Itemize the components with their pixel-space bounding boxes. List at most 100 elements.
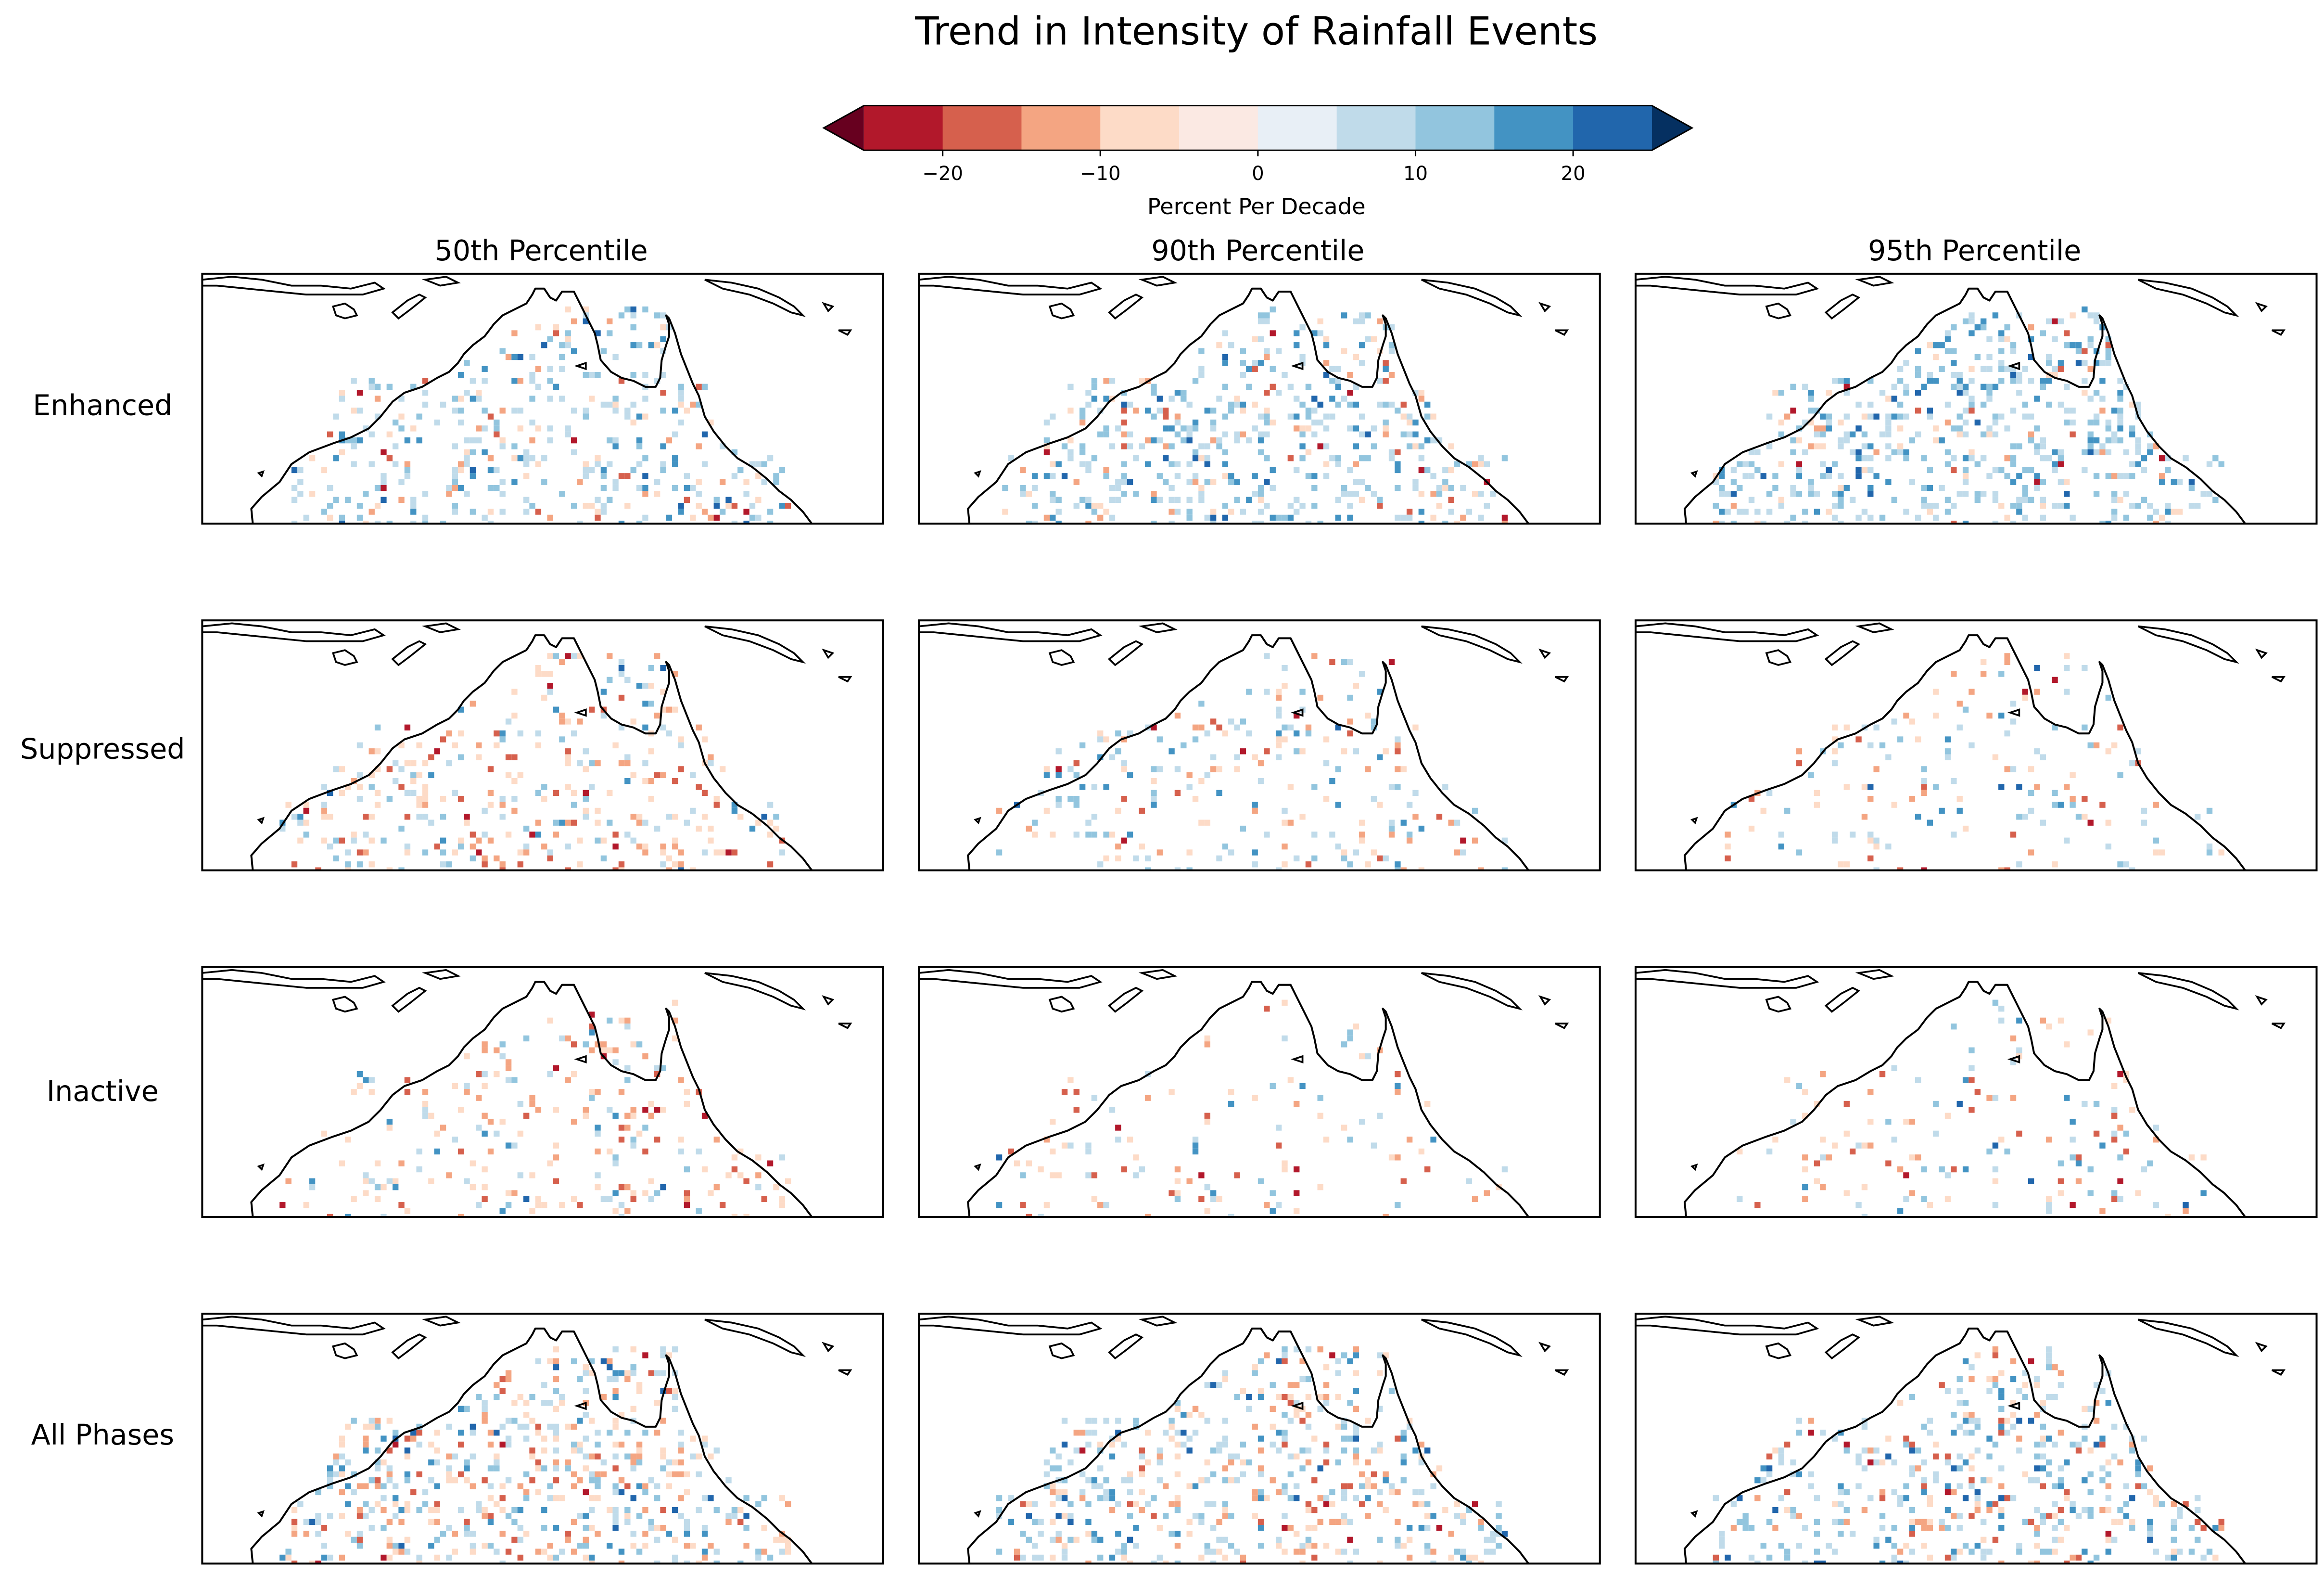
trend-cell	[2057, 1465, 2064, 1472]
trend-cell	[600, 502, 607, 509]
trend-cell	[1198, 366, 1205, 372]
trend-cell	[2034, 1382, 2040, 1388]
trend-cell	[1885, 396, 1892, 402]
trend-cell	[1097, 736, 1104, 742]
trend-cell	[1204, 1382, 1210, 1388]
trend-cell	[743, 1214, 749, 1217]
trend-cell	[363, 832, 369, 838]
trend-cell	[2028, 1561, 2034, 1564]
trend-cell	[1168, 1418, 1175, 1424]
trend-cell	[559, 366, 565, 372]
trend-cell	[2183, 1202, 2189, 1208]
trend-cell	[612, 1059, 619, 1065]
trend-cell	[1359, 318, 1365, 324]
trend-cell	[1448, 1554, 1454, 1561]
trend-cell	[1109, 1453, 1116, 1459]
trend-cell	[2052, 502, 2058, 509]
trend-cell	[1252, 1489, 1258, 1496]
trend-cell	[642, 491, 648, 497]
trend-cell	[2141, 497, 2147, 503]
trend-cell	[1944, 497, 1951, 503]
trend-cell	[1808, 390, 1814, 396]
trend-cell	[725, 497, 732, 503]
trend-cell	[630, 1190, 636, 1196]
trend-cell	[1992, 419, 1999, 426]
trend-cell	[1909, 1190, 1916, 1196]
trend-cell	[339, 1465, 345, 1472]
trend-cell	[2099, 1507, 2106, 1513]
trend-cell	[1181, 390, 1187, 396]
trend-cell	[2057, 1483, 2064, 1489]
trend-cell	[1778, 1543, 1785, 1549]
trend-cell	[583, 467, 589, 473]
trend-cell	[1956, 378, 1963, 384]
trend-cell	[494, 425, 500, 432]
trend-cell	[494, 485, 500, 491]
trend-cell	[1335, 802, 1341, 808]
trend-cell	[1855, 1483, 1862, 1489]
trend-cell	[1448, 467, 1454, 473]
trend-cell	[1139, 378, 1145, 384]
trend-cell	[595, 455, 601, 461]
trend-cell	[1275, 514, 1282, 521]
trend-cell	[1713, 1554, 1719, 1561]
trend-cell	[2153, 1501, 2159, 1507]
trend-cell	[1222, 1465, 1229, 1472]
trend-cell	[434, 1507, 440, 1513]
trend-cell	[553, 324, 559, 331]
trend-cell	[1850, 449, 1856, 456]
trend-cell	[1412, 479, 1419, 485]
trend-cell	[696, 502, 702, 509]
trend-cell	[2028, 807, 2034, 814]
trend-cell	[2052, 1394, 2058, 1400]
trend-cell	[392, 1178, 399, 1184]
trend-cell	[2040, 1453, 2046, 1459]
trend-cell	[583, 502, 589, 509]
trend-cell	[1061, 1418, 1068, 1424]
figure-title: Trend in Intensity of Rainfall Events	[914, 9, 1598, 54]
trend-cell	[1275, 1447, 1282, 1454]
trend-cell	[1246, 1406, 1252, 1412]
trend-cell	[1353, 849, 1359, 856]
trend-cell	[1198, 443, 1205, 449]
trend-cell	[2087, 742, 2094, 749]
trend-cell	[1790, 449, 1796, 456]
trend-cell	[1210, 1561, 1217, 1564]
trend-cell	[511, 796, 518, 802]
trend-cell	[636, 1548, 643, 1555]
trend-cell	[600, 1041, 607, 1048]
trend-cell	[618, 671, 625, 677]
trend-cell	[1257, 778, 1264, 784]
trend-cell	[1460, 1548, 1466, 1555]
trend-cell	[1294, 509, 1300, 515]
trend-cell	[624, 1208, 631, 1214]
trend-cell	[404, 1507, 411, 1513]
trend-cell	[696, 724, 702, 731]
trend-cell	[2117, 396, 2123, 402]
trend-cell	[1430, 437, 1436, 444]
trend-cell	[2093, 390, 2100, 396]
trend-cell	[1139, 1447, 1145, 1454]
trend-cell	[690, 514, 696, 521]
trend-cell	[1933, 378, 1939, 384]
trend-cell	[1442, 479, 1448, 485]
trend-cell	[2052, 790, 2058, 796]
trend-cell	[2057, 1477, 2064, 1484]
trend-cell	[2057, 1017, 2064, 1024]
trend-cell	[1838, 861, 1844, 868]
trend-cell	[1222, 730, 1229, 737]
trend-cell	[2111, 491, 2118, 497]
trend-cell	[547, 671, 553, 677]
trend-cell	[2087, 1471, 2094, 1478]
trend-cell	[595, 1089, 601, 1095]
trend-cell	[1174, 712, 1181, 719]
trend-cell	[1079, 1489, 1086, 1496]
trend-cell	[642, 724, 648, 731]
trend-cell	[612, 843, 619, 850]
trend-cell	[410, 521, 417, 524]
trend-cell	[678, 419, 684, 426]
trend-cell	[1085, 467, 1092, 473]
trend-cell	[1974, 1447, 1981, 1454]
trend-cell	[779, 1548, 785, 1555]
trend-cell	[381, 1184, 387, 1190]
